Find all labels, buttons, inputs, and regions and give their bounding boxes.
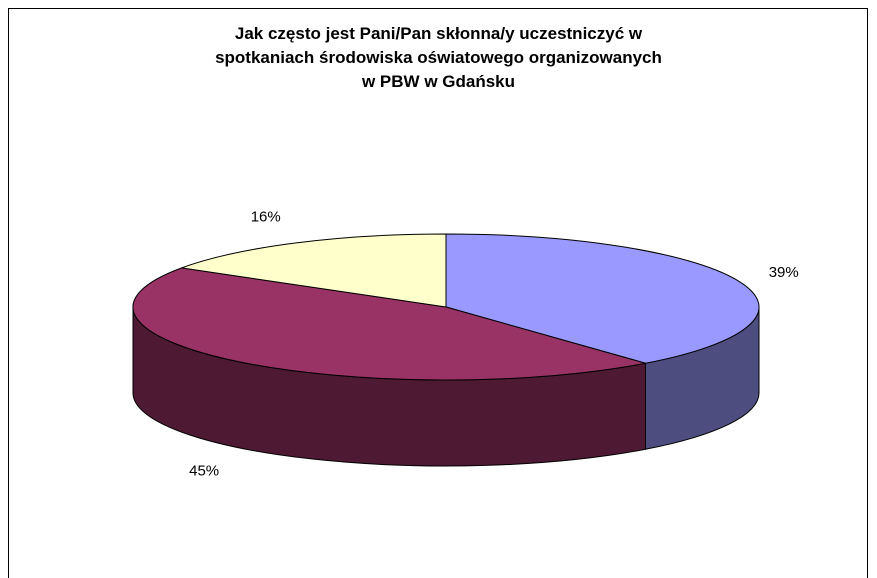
pie-slice-1 <box>132 267 646 381</box>
pie-label-0: 39% <box>769 264 799 281</box>
pie-slice-0 <box>445 233 760 364</box>
pie-label-1: 45% <box>189 462 219 479</box>
pie-slice-2 <box>181 233 447 308</box>
chart-title-line-2: spotkaniach środowiska oświatowego organ… <box>215 48 662 67</box>
chart-title: Jak często jest Pani/Pan skłonna/y uczes… <box>0 22 877 94</box>
pie-label-2: 16% <box>251 209 281 226</box>
chart-title-line-1: Jak często jest Pani/Pan skłonna/y uczes… <box>234 24 643 43</box>
chart-title-line-3: w PBW w Gdańsku <box>361 72 516 91</box>
